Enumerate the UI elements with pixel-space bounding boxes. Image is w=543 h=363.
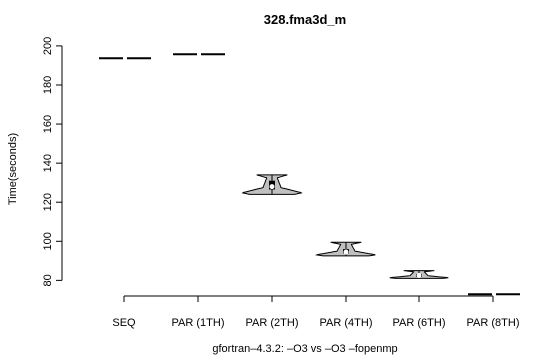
y-tick-label: 120: [42, 193, 54, 211]
y-tick-label: 180: [42, 76, 54, 94]
x-axis-label: gfortran–4.3.2: –O3 vs –O3 –fopenmp: [212, 343, 397, 355]
violins: [99, 53, 520, 296]
chart-title: 328.fma3d_m: [264, 12, 346, 27]
x-tick-label: PAR (6TH): [393, 317, 446, 329]
y-tick-label: 160: [42, 115, 54, 133]
y-tick-label: 140: [42, 154, 54, 172]
violin-median-point: [343, 249, 349, 255]
violin-median-point: [269, 184, 275, 190]
plot-frame: [70, 42, 540, 296]
violin-par-4th: [314, 241, 376, 257]
y-axis-label: Time(seconds): [7, 133, 19, 205]
y-tick-label: 100: [42, 232, 54, 250]
x-tick-label: PAR (4TH): [320, 317, 373, 329]
x-tick-label: PAR (2TH): [246, 317, 299, 329]
violin-par-2th: [241, 174, 303, 195]
x-tick-label: PAR (8TH): [467, 317, 520, 329]
x-tick-label: PAR (1TH): [172, 317, 225, 329]
violin-median-point: [416, 272, 422, 278]
x-axis: SEQ PAR (1TH) PAR (2TH) PAR (4TH) PAR (6TH) P…: [112, 295, 520, 329]
y-tick-label: 200: [42, 37, 54, 55]
x-tick-label: SEQ: [112, 317, 136, 329]
y-tick-label: 80: [42, 274, 54, 286]
y-axis: 80 100 120 140 160 180 200: [42, 37, 63, 286]
violin-par-6th: [389, 270, 449, 279]
